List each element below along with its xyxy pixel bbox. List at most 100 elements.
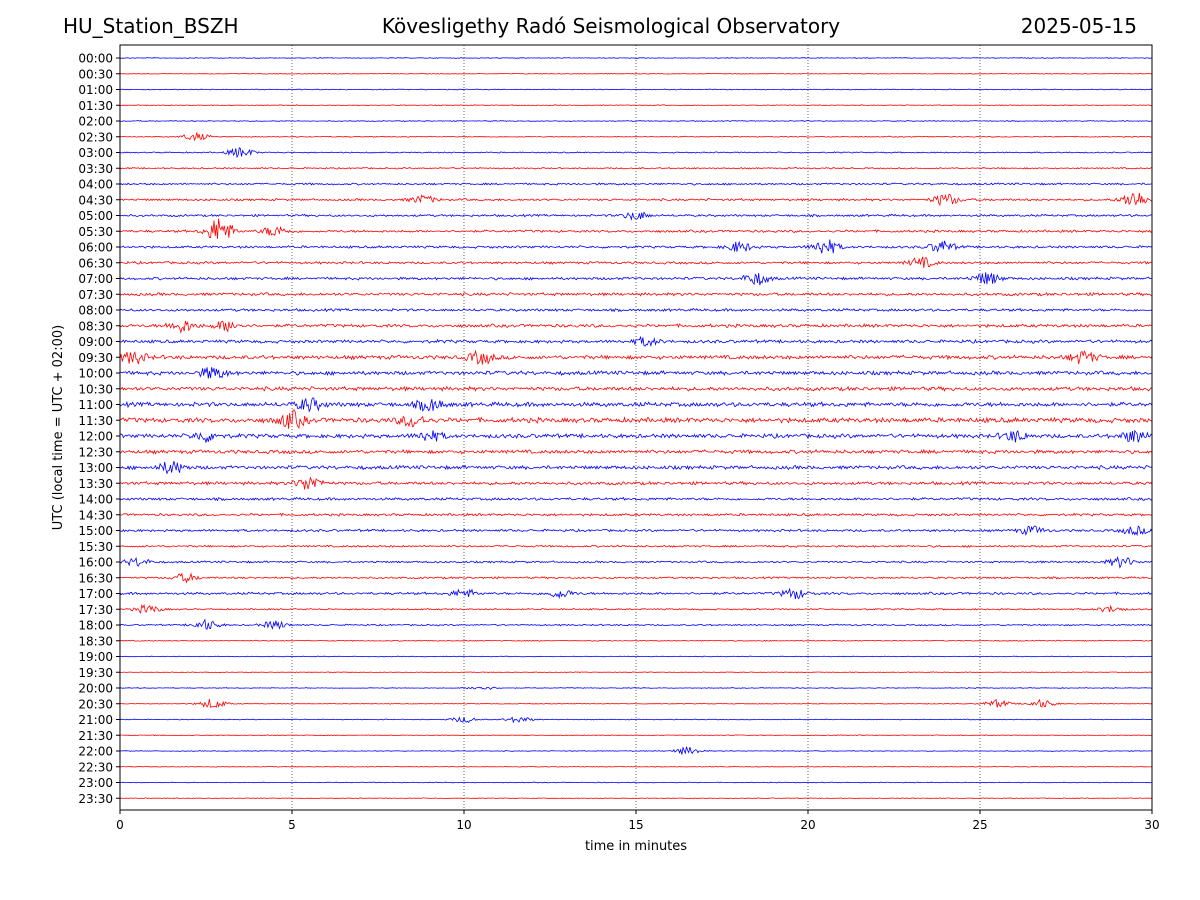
y-tick-label: 18:30 (78, 634, 113, 648)
y-tick-label: 07:30 (78, 288, 113, 302)
trace-0800 (119, 307, 1153, 313)
trace-2330 (119, 797, 1152, 800)
trace-1130 (119, 409, 1153, 429)
y-tick-label: 05:30 (78, 225, 113, 239)
y-axis-label: UTC (local time = UTC + 02:00) (51, 325, 66, 530)
trace-1930 (119, 671, 1153, 674)
trace-1330 (119, 476, 1153, 490)
trace-1630 (119, 572, 1153, 584)
y-tick-label: 11:30 (78, 414, 113, 428)
trace-0630 (119, 256, 1153, 269)
trace-2200 (119, 746, 1153, 755)
trace-2030 (119, 698, 1153, 708)
y-tick-label: 11:00 (78, 398, 113, 412)
trace-1230 (119, 448, 1153, 455)
trace-1500 (119, 525, 1153, 537)
trace-1000 (119, 367, 1153, 379)
trace-0500 (119, 211, 1153, 221)
y-tick-label: 03:30 (78, 162, 113, 176)
y-tick-label: 06:00 (78, 241, 113, 255)
x-tick-label: 20 (800, 818, 815, 832)
trace-0730 (119, 291, 1153, 297)
y-tick-label: 18:00 (78, 619, 113, 633)
y-tick-label: 02:30 (78, 130, 113, 144)
y-tick-label: 19:30 (78, 666, 113, 680)
y-tick-label: 13:30 (78, 477, 113, 491)
x-tick-label: 0 (116, 818, 124, 832)
trace-0330 (119, 166, 1152, 170)
y-tick-label: 01:00 (78, 83, 113, 97)
x-axis-label: time in minutes (585, 839, 687, 854)
y-tick-label: 00:00 (78, 52, 113, 66)
trace-0930 (119, 349, 1153, 365)
trace-0530 (119, 218, 1153, 239)
y-tick-label: 16:00 (78, 556, 113, 570)
y-tick-label: 17:00 (78, 587, 113, 601)
y-tick-label: 23:30 (78, 792, 113, 806)
chart-title: Kövesligethy Radó Seismological Observat… (381, 14, 841, 38)
y-tick-label: 06:30 (78, 256, 113, 270)
y-tick-label: 02:00 (78, 115, 113, 129)
x-tick-label: 5 (288, 818, 296, 832)
y-tick-label: 15:30 (78, 540, 113, 554)
x-axis-ticks: 0 5 10 15 20 25 30 (116, 810, 1160, 832)
trace-0000 (119, 57, 1153, 59)
y-tick-label: 10:30 (78, 382, 113, 396)
y-tick-label: 09:00 (78, 335, 113, 349)
y-tick-label: 21:00 (78, 713, 113, 727)
trace-1900 (119, 655, 1153, 658)
x-tick-label: 25 (972, 818, 987, 832)
trace-0100 (119, 88, 1153, 91)
y-tick-label: 05:00 (78, 209, 113, 223)
trace-0200 (119, 120, 1153, 122)
trace-1530 (119, 544, 1153, 548)
x-tick-label: 10 (456, 818, 471, 832)
trace-2230 (119, 765, 1153, 768)
y-tick-label: 04:30 (78, 193, 113, 207)
y-tick-label: 20:30 (78, 697, 113, 711)
trace-1100 (119, 397, 1153, 413)
grid-lines (291, 45, 981, 810)
trace-0400 (119, 182, 1153, 186)
trace-1600 (119, 555, 1153, 569)
trace-0130 (119, 104, 1153, 107)
trace-1730 (119, 603, 1152, 614)
station-name: HU_Station_BSZH (63, 14, 239, 38)
trace-0900 (120, 335, 1153, 348)
y-tick-label: 21:30 (78, 729, 113, 743)
trace-1430 (119, 512, 1153, 517)
y-tick-label: 22:00 (78, 745, 113, 759)
y-tick-label: 08:00 (78, 304, 113, 318)
y-tick-label: 14:30 (78, 508, 113, 522)
y-tick-label: 16:30 (78, 571, 113, 585)
trace-1030 (119, 385, 1153, 392)
trace-0700 (119, 272, 1153, 286)
y-tick-label: 03:00 (78, 146, 113, 160)
y-tick-label: 00:30 (78, 67, 113, 81)
trace-0430 (119, 192, 1153, 207)
trace-2000 (119, 686, 1153, 690)
trace-0300 (119, 147, 1153, 159)
trace-0830 (119, 320, 1153, 334)
x-tick-label: 30 (1144, 818, 1159, 832)
trace-0600 (119, 239, 1153, 254)
y-tick-label: 22:30 (78, 760, 113, 774)
y-tick-label: 07:00 (78, 272, 113, 286)
trace-group (119, 57, 1153, 800)
trace-2300 (119, 781, 1152, 784)
trace-1830 (119, 639, 1153, 642)
trace-1200 (119, 429, 1153, 443)
trace-1400 (119, 496, 1153, 502)
y-tick-label: 10:00 (78, 367, 113, 381)
y-tick-label: 09:30 (78, 351, 113, 365)
y-tick-label: 12:00 (78, 430, 113, 444)
trace-2100 (119, 716, 1153, 724)
y-tick-label: 04:00 (78, 178, 113, 192)
y-tick-label: 12:30 (78, 445, 113, 459)
trace-0230 (119, 132, 1153, 142)
y-tick-label: 23:00 (78, 776, 113, 790)
trace-1800 (119, 618, 1153, 630)
trace-1300 (119, 461, 1153, 475)
